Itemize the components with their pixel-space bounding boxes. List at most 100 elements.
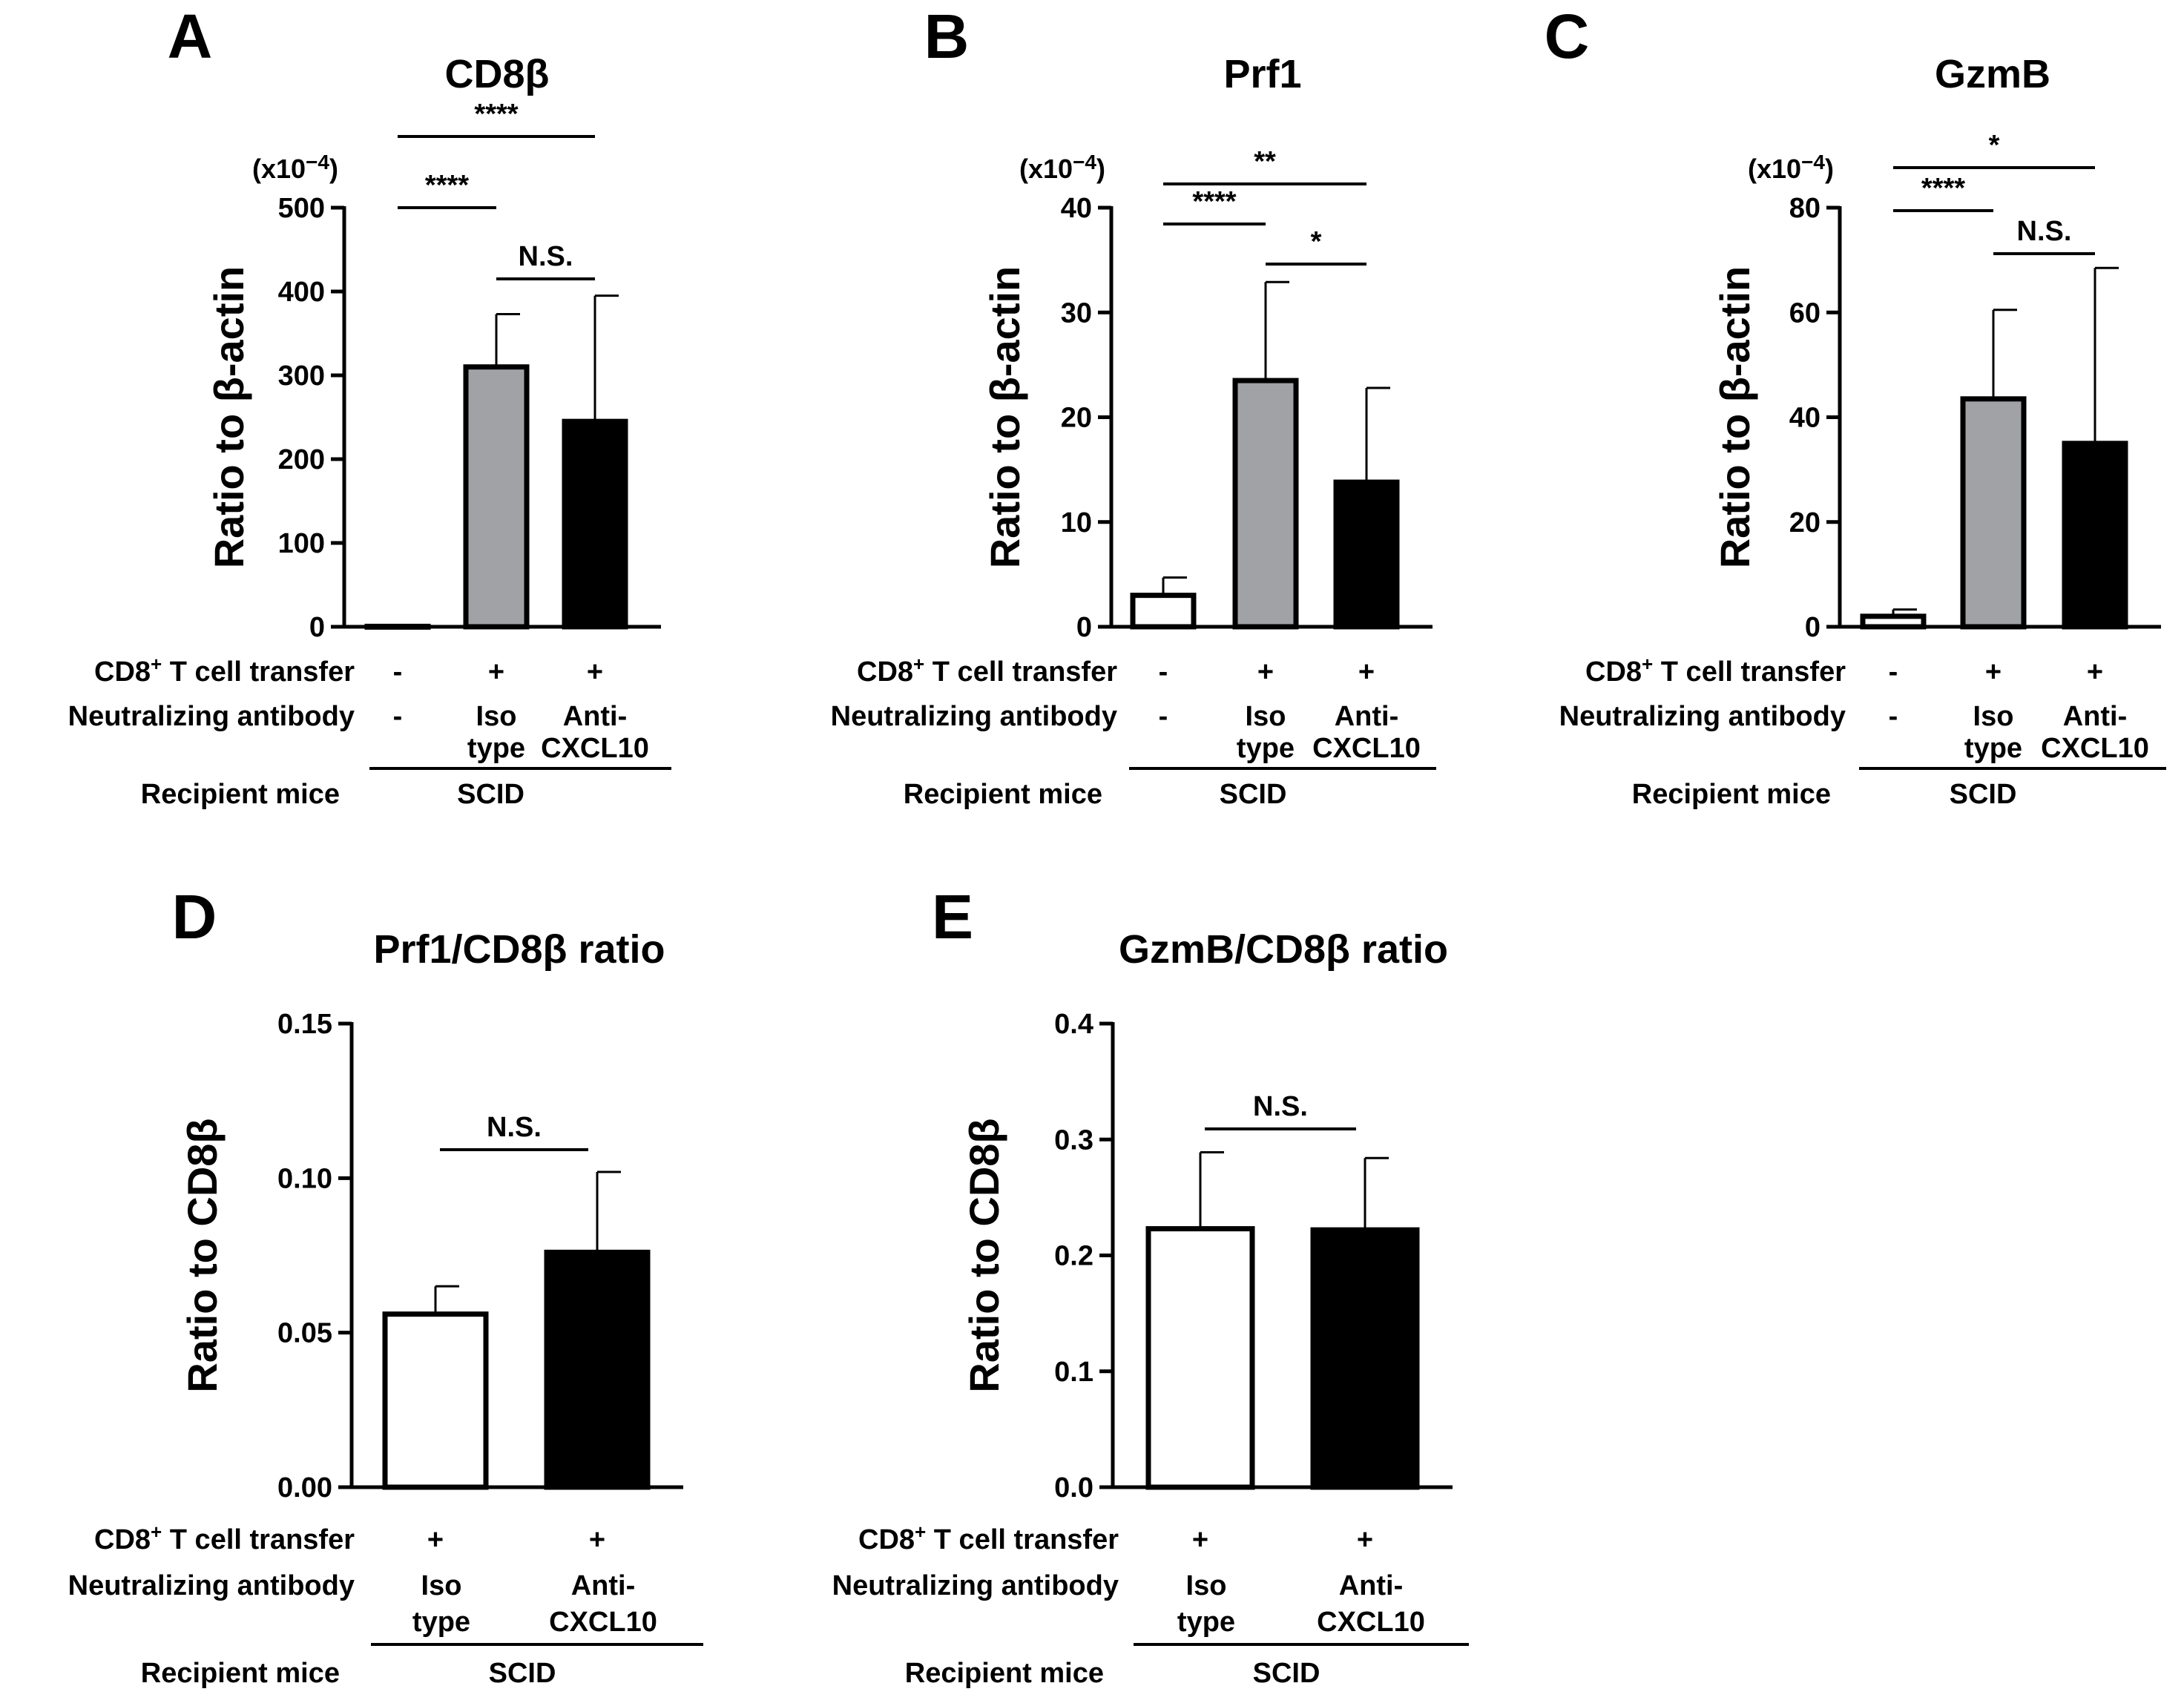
group-name: SCID bbox=[1220, 779, 1287, 810]
antibody-value: - bbox=[393, 701, 403, 732]
bar-1 bbox=[1145, 1226, 1255, 1490]
y-axis-label: Ratio to β-actin bbox=[981, 266, 1028, 569]
antibody-value: Iso bbox=[476, 701, 517, 732]
antibody-value-line2: type bbox=[1177, 1607, 1235, 1638]
significance-label: **** bbox=[1192, 186, 1236, 217]
transfer-value: + bbox=[1985, 656, 2002, 688]
bar-2 bbox=[1232, 378, 1299, 630]
significance-label: * bbox=[1311, 226, 1322, 257]
group-name: SCID bbox=[489, 1658, 556, 1689]
transfer-value: + bbox=[1257, 656, 1274, 688]
row-label-recipient: Recipient mice bbox=[141, 1658, 340, 1689]
transfer-value: + bbox=[1358, 656, 1375, 688]
significance-label: **** bbox=[1921, 173, 1965, 204]
bar-2 bbox=[463, 364, 530, 630]
transfer-value: + bbox=[589, 1524, 605, 1555]
bar-1 bbox=[364, 623, 431, 630]
row-label-antibody: Neutralizing antibody bbox=[1559, 701, 1846, 732]
antibody-value: Anti- bbox=[1339, 1570, 1404, 1601]
panel-letter: D bbox=[172, 882, 217, 952]
y-tick-label: 0.0 bbox=[1054, 1472, 1093, 1504]
transfer-value: - bbox=[1159, 656, 1168, 688]
bar-1 bbox=[382, 1311, 489, 1490]
row-label-recipient: Recipient mice bbox=[1632, 779, 1831, 810]
antibody-value-line2: type bbox=[412, 1607, 470, 1638]
antibody-value-line2: CXCL10 bbox=[1317, 1607, 1425, 1638]
y-axis-label: Ratio to CD8β bbox=[961, 1118, 1007, 1392]
y-tick-label: 500 bbox=[278, 193, 325, 224]
significance-label: * bbox=[1989, 130, 2000, 161]
y-tick-label: 0 bbox=[1076, 612, 1092, 643]
antibody-value: Anti- bbox=[2063, 701, 2128, 732]
y-axis-label: Ratio to β-actin bbox=[205, 266, 252, 569]
antibody-value: Iso bbox=[1186, 1570, 1227, 1601]
y-tick-label: 0.05 bbox=[277, 1318, 332, 1349]
bar-2 bbox=[1310, 1227, 1420, 1490]
y-tick-label: 20 bbox=[1789, 507, 1820, 539]
significance-label: N.S. bbox=[1253, 1091, 1308, 1122]
transfer-value: + bbox=[587, 656, 603, 688]
transfer-value: + bbox=[1192, 1524, 1208, 1555]
significance-label: N.S. bbox=[519, 241, 573, 272]
antibody-value: Anti- bbox=[571, 1570, 636, 1601]
panel-letter: A bbox=[168, 1, 213, 71]
antibody-value-line2: CXCL10 bbox=[549, 1607, 657, 1638]
antibody-value-line2: type bbox=[1964, 733, 2022, 764]
transfer-value: + bbox=[1357, 1524, 1373, 1555]
antibody-value: Iso bbox=[1973, 701, 2014, 732]
antibody-value-line2: CXCL10 bbox=[541, 733, 649, 764]
y-tick-label: 60 bbox=[1789, 297, 1820, 329]
significance-label: N.S. bbox=[2017, 216, 2072, 247]
y-tick-label: 100 bbox=[278, 528, 325, 559]
y-tick-label: 0.10 bbox=[277, 1163, 332, 1194]
transfer-value: + bbox=[2087, 656, 2103, 688]
y-tick-label: 0.00 bbox=[277, 1472, 332, 1504]
bar-3 bbox=[562, 418, 628, 630]
bar-1 bbox=[1860, 613, 1927, 630]
panel-letter: B bbox=[924, 1, 970, 71]
y-tick-label: 0 bbox=[309, 612, 325, 643]
significance-label: ** bbox=[1254, 146, 1276, 177]
significance-label: **** bbox=[474, 99, 518, 130]
transfer-value: - bbox=[1889, 656, 1898, 688]
bar-1 bbox=[1130, 593, 1197, 630]
chart-title: GzmB/CD8β ratio bbox=[1119, 927, 1448, 972]
antibody-value-line2: type bbox=[467, 733, 525, 764]
transfer-value: + bbox=[488, 656, 504, 688]
chart-title: Prf1/CD8β ratio bbox=[373, 927, 665, 972]
antibody-value-line2: CXCL10 bbox=[1312, 733, 1421, 764]
row-label-transfer: CD8+ T cell transfer bbox=[858, 1521, 1119, 1555]
panel-e: E GzmB/CD8β ratio 0.0 0.1 0.2 0.3 0.4 Ratio to … bbox=[832, 882, 1469, 1689]
chart-title: GzmB bbox=[1935, 52, 2050, 96]
antibody-value: Iso bbox=[421, 1570, 462, 1601]
row-label-transfer: CD8+ T cell transfer bbox=[94, 653, 355, 688]
antibody-value: - bbox=[1889, 701, 1898, 732]
transfer-value: - bbox=[393, 656, 403, 688]
y-tick-label: 0.2 bbox=[1054, 1241, 1093, 1272]
y-tick-label: 40 bbox=[1061, 193, 1092, 224]
y-tick-label: 40 bbox=[1789, 403, 1820, 434]
y-tick-label: 30 bbox=[1061, 297, 1092, 329]
axis-multiplier: (x10−4) bbox=[1019, 151, 1105, 184]
panel-letter: C bbox=[1545, 1, 1590, 71]
antibody-value-line2: type bbox=[1237, 733, 1295, 764]
y-tick-label: 300 bbox=[278, 360, 325, 392]
antibody-value-line2: CXCL10 bbox=[2041, 733, 2149, 764]
transfer-value: + bbox=[427, 1524, 444, 1555]
significance-label: **** bbox=[425, 170, 469, 201]
chart-title: CD8β bbox=[445, 52, 550, 96]
row-label-recipient: Recipient mice bbox=[905, 1658, 1104, 1689]
group-name: SCID bbox=[1253, 1658, 1320, 1689]
antibody-value: - bbox=[1159, 701, 1168, 732]
row-label-transfer: CD8+ T cell transfer bbox=[1585, 653, 1846, 688]
antibody-value: Anti- bbox=[563, 701, 628, 732]
panel-d: D Prf1/CD8β ratio 0.00 0.05 0.10 0.15 Ratio to… bbox=[68, 882, 703, 1689]
y-tick-label: 400 bbox=[278, 277, 325, 308]
row-label-antibody: Neutralizing antibody bbox=[68, 1570, 355, 1601]
y-tick-label: 0.3 bbox=[1054, 1124, 1093, 1156]
row-label-recipient: Recipient mice bbox=[141, 779, 340, 810]
group-name: SCID bbox=[1950, 779, 2017, 810]
